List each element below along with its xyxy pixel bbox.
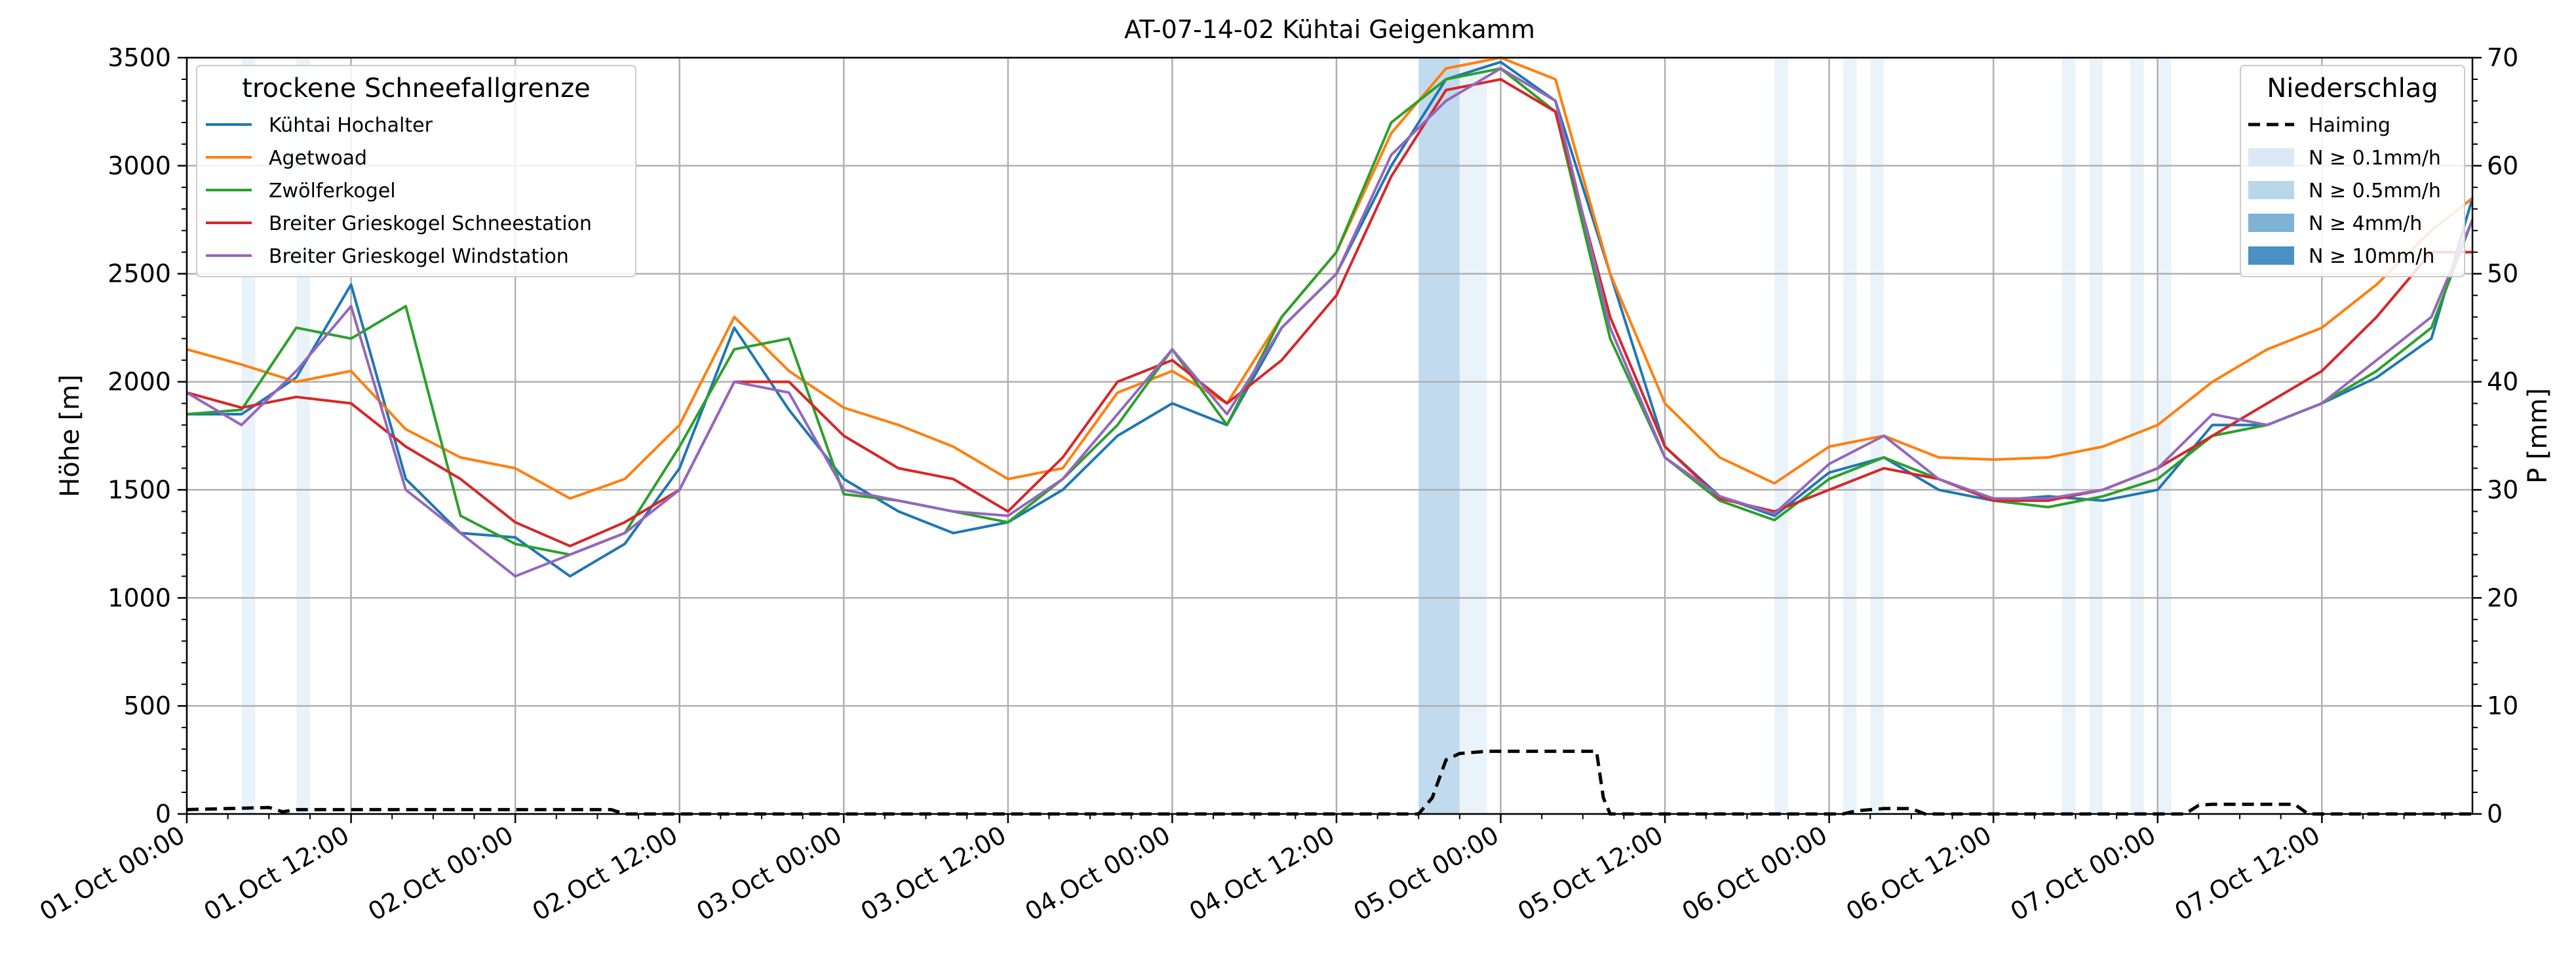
x-tick-label-2: 02.Oct 00:00 — [363, 821, 518, 927]
y-axis-label: Höhe [m] — [55, 374, 85, 497]
precip-line-haiming — [186, 749, 2472, 816]
plot-frame — [185, 56, 2474, 815]
precip-band-8 — [2089, 58, 2103, 814]
series-line-4 — [185, 67, 2474, 578]
legend-left-box — [196, 65, 636, 277]
precip-band-2 — [1418, 58, 1460, 814]
legend-left-label-0: Kühtai Hochalter — [269, 114, 433, 137]
y2-tick-label-6: 60 — [2487, 151, 2518, 180]
precip-band-6 — [1870, 58, 1884, 814]
chart-title: AT-07-14-02 Kühtai Geigenkamm — [1124, 15, 1535, 44]
legend-right-title: Niederschlag — [2267, 73, 2438, 104]
x-tick-label-10: 06.Oct 00:00 — [1677, 821, 1833, 927]
y-tick-label-6: 3000 — [107, 151, 171, 180]
legend-right-label-0: Haiming — [2309, 114, 2391, 137]
y2-axis-label: P [mm] — [2523, 388, 2553, 484]
legend-right-swatch-3 — [2248, 214, 2294, 232]
y-tick-label-7: 3500 — [107, 43, 171, 72]
legend-right: Niederschlag Haiming N ≥ 0.1mm/h N ≥ 0.5mm/… — [2240, 65, 2465, 277]
x-tick-label-5: 03.Oct 12:00 — [856, 821, 1011, 927]
x-tick-label-0: 01.Oct 00:00 — [35, 821, 190, 927]
x-tick-label-9: 05.Oct 12:00 — [1513, 821, 1668, 927]
series-lines — [185, 56, 2474, 578]
legend-left-label-1: Agetwoad — [269, 147, 367, 170]
precip-line-layer — [186, 749, 2472, 816]
x-tick-label-6: 04.Oct 00:00 — [1020, 821, 1175, 927]
precip-band-5 — [1843, 58, 1857, 814]
y2-tick-label-7: 70 — [2487, 43, 2518, 72]
y2-tick-label-2: 20 — [2487, 583, 2518, 612]
legend-right-label-1: N ≥ 0.1mm/h — [2309, 147, 2441, 170]
x-tick-label-13: 07.Oct 12:00 — [2170, 821, 2325, 927]
precip-band-10 — [2157, 58, 2172, 814]
precip-band-3 — [1459, 58, 1487, 814]
legend-right-swatch-4 — [2248, 246, 2294, 265]
x-tick-label-4: 03.Oct 00:00 — [692, 821, 847, 927]
precip-band-7 — [2061, 58, 2076, 814]
y-tick-label-0: 0 — [155, 800, 171, 828]
legend-right-swatch-2 — [2248, 181, 2294, 199]
x-tick-label-8: 05.Oct 00:00 — [1348, 821, 1504, 927]
legend-left-label-3: Breiter Grieskogel Schneestation — [269, 212, 592, 235]
legend-right-swatch-1 — [2248, 148, 2294, 166]
y2-tick-label-0: 0 — [2487, 800, 2503, 828]
y-tick-label-4: 2000 — [107, 368, 171, 396]
x-tick-label-3: 02.Oct 12:00 — [528, 821, 683, 927]
legend-right-label-3: N ≥ 4mm/h — [2309, 212, 2422, 235]
precip-band-4 — [1774, 58, 1788, 814]
y2-tick-label-4: 40 — [2487, 368, 2518, 396]
legend-right-label-4: N ≥ 10mm/h — [2309, 245, 2434, 268]
y-tick-label-1: 500 — [123, 691, 171, 720]
x-tick-label-7: 04.Oct 12:00 — [1184, 821, 1340, 927]
y-tick-label-3: 1500 — [107, 475, 171, 504]
y2-tick-label-3: 30 — [2487, 475, 2518, 504]
y-tick-label-5: 2500 — [107, 260, 171, 288]
legend-left-label-4: Breiter Grieskogel Windstation — [269, 245, 569, 268]
x-tick-label-12: 07.Oct 00:00 — [2006, 821, 2161, 927]
x-tick-label-1: 01.Oct 12:00 — [199, 821, 355, 927]
y2-tick-label-1: 10 — [2487, 691, 2518, 720]
legend-right-label-2: N ≥ 0.5mm/h — [2309, 180, 2441, 203]
y-tick-label-2: 1000 — [107, 583, 171, 612]
x-tick-label-11: 06.Oct 12:00 — [1841, 821, 1997, 927]
precip-bands — [241, 58, 2172, 814]
legend-left-label-2: Zwölferkogel — [269, 180, 396, 203]
legend-left: trockene Schneefallgrenze Kühtai Hochalte… — [196, 65, 636, 277]
precip-band-9 — [2130, 58, 2144, 814]
legend-right-box — [2240, 65, 2465, 277]
legend-left-title: trockene Schneefallgrenze — [242, 73, 590, 104]
y2-tick-label-5: 50 — [2487, 260, 2518, 288]
